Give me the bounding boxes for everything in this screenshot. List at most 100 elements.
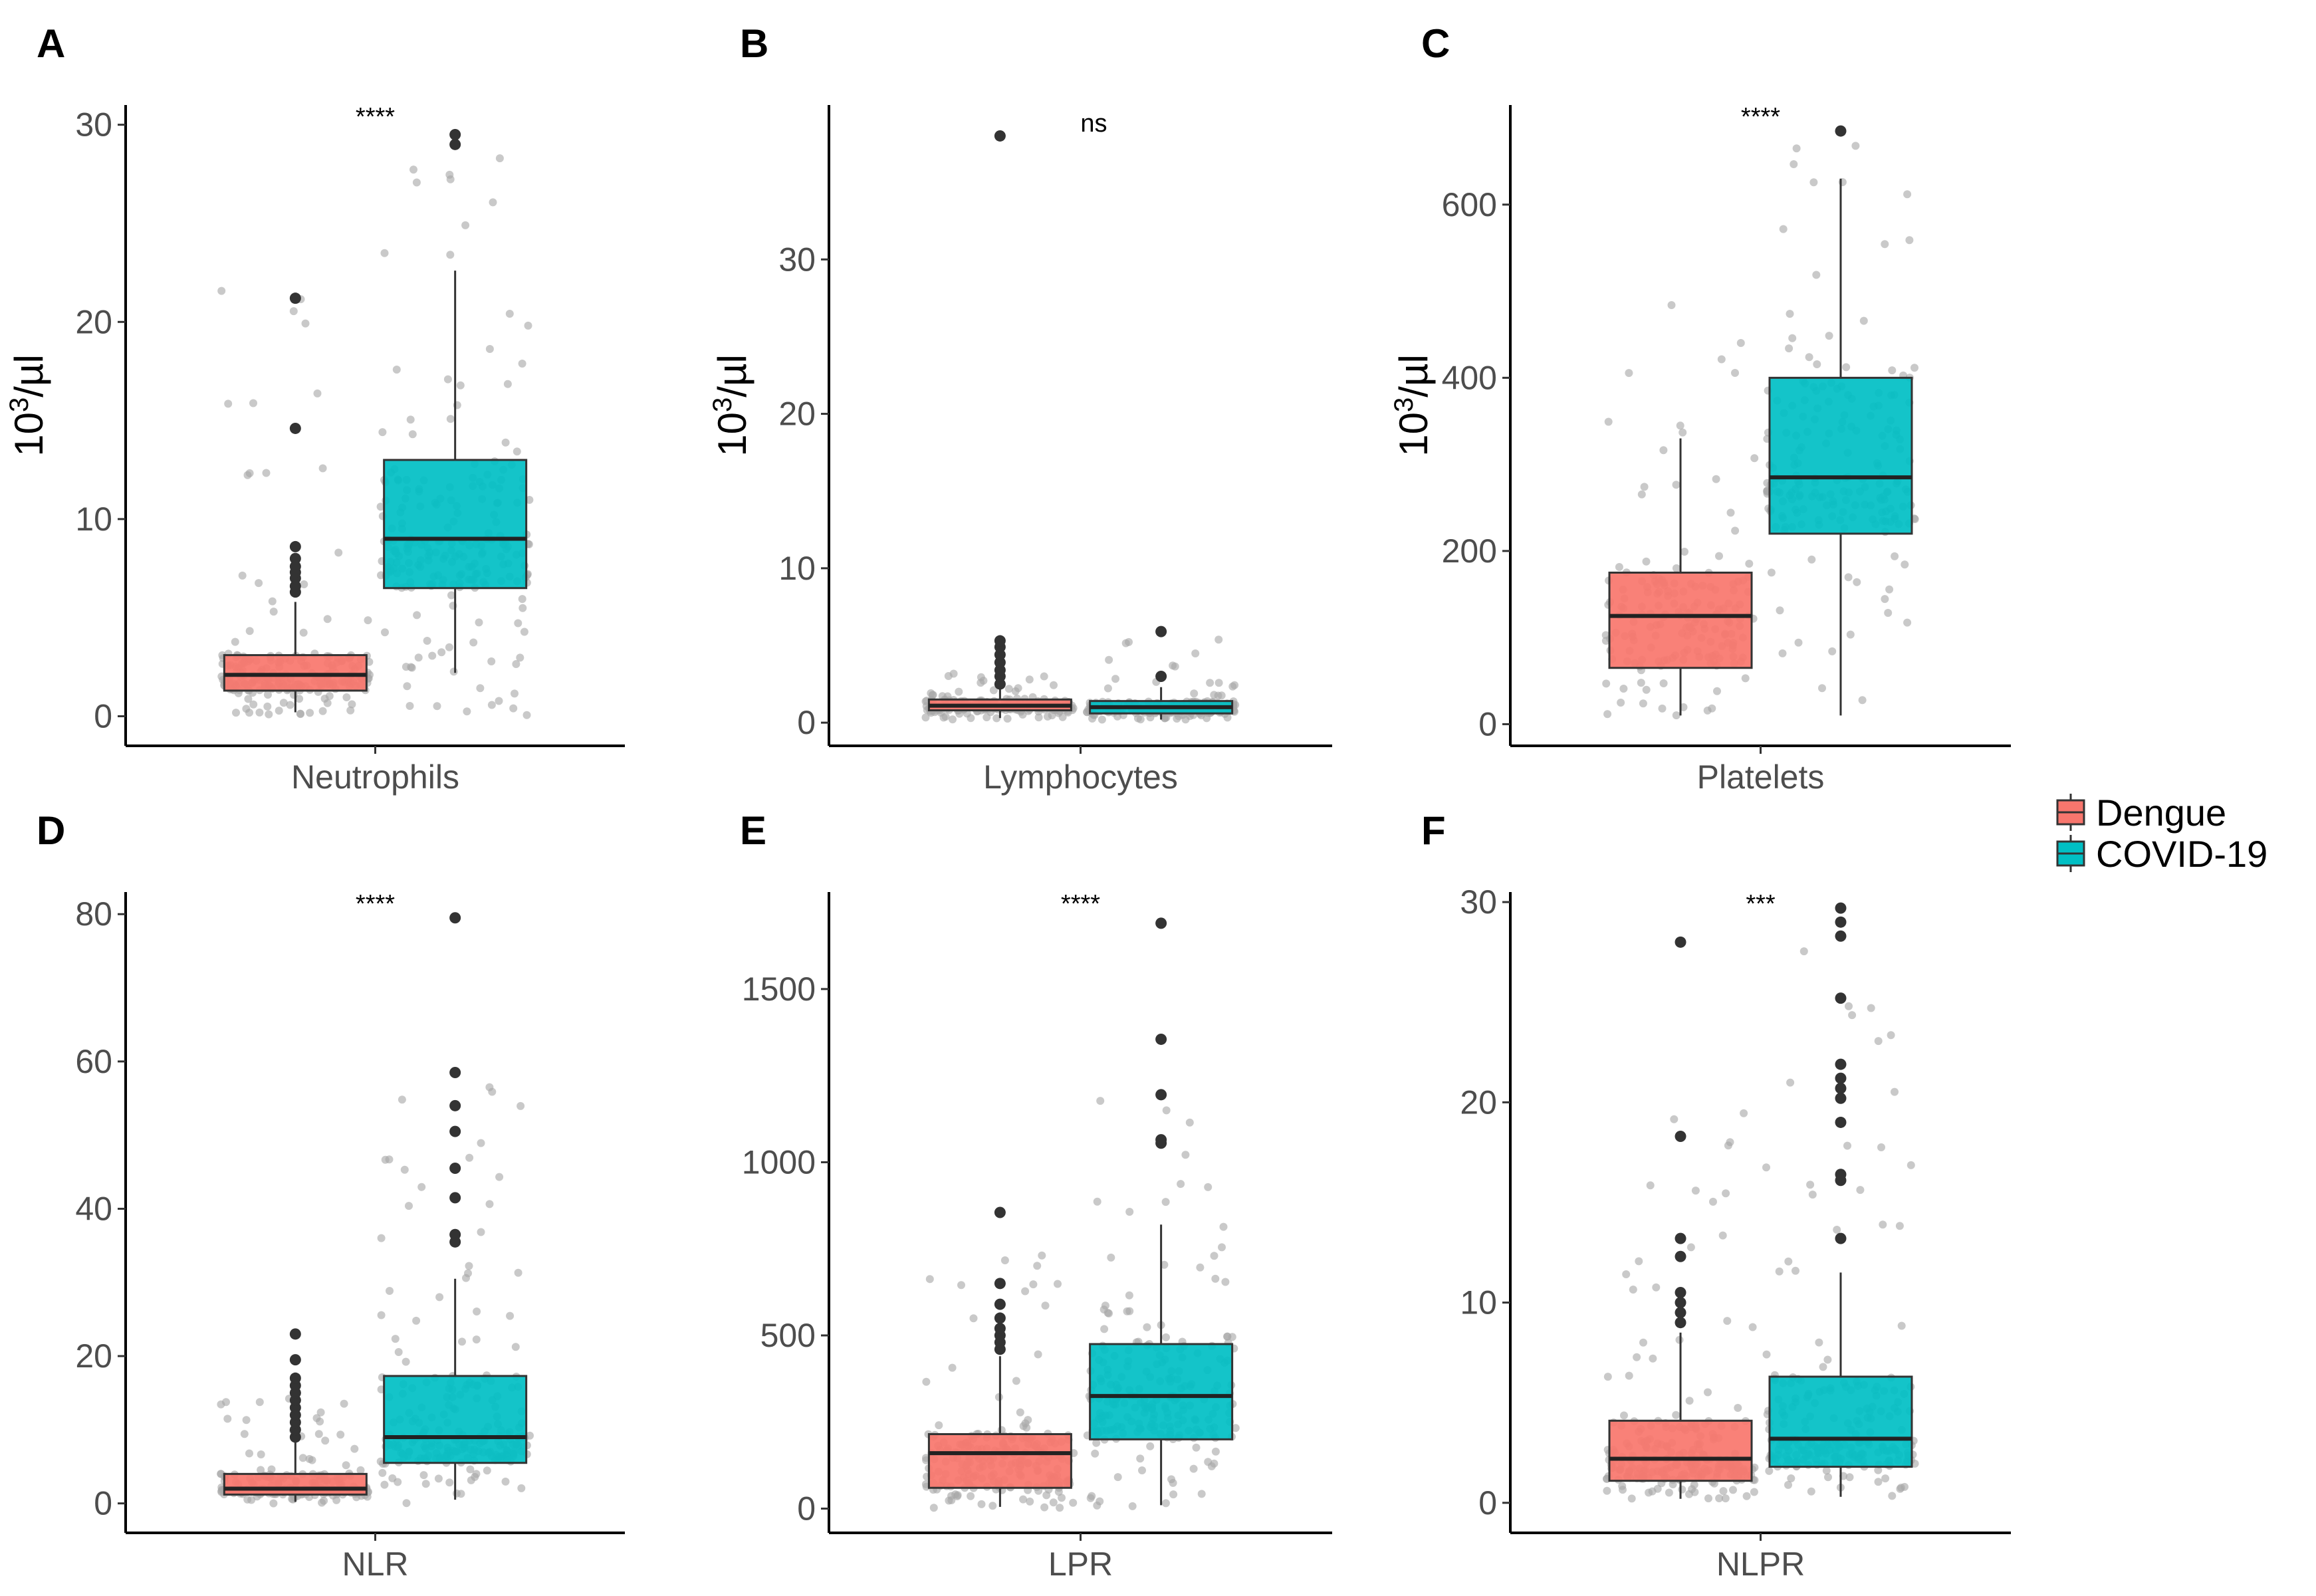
jitter-point (1676, 421, 1684, 430)
jitter-point (224, 399, 233, 408)
jitter-point (1113, 1473, 1122, 1482)
y-axis-title: 103/µl (5, 354, 51, 457)
outlier-point (1835, 992, 1847, 1004)
jitter-point (394, 1348, 403, 1356)
jitter-point (1741, 674, 1750, 683)
jitter-point (511, 1343, 520, 1351)
jitter-point (1678, 1485, 1686, 1494)
panel-f: F 0 10 20 30 NLPR *** (1421, 808, 2011, 1583)
jitter-point (257, 1450, 265, 1458)
jitter-point (1809, 178, 1818, 187)
jitter-point (1704, 1388, 1712, 1397)
jitter-point (1022, 1423, 1031, 1432)
jitter-point (501, 438, 510, 447)
box-covid (383, 912, 528, 1500)
jitter-point (471, 1472, 479, 1481)
box-iqr (1608, 571, 1753, 669)
jitter-point (1895, 1222, 1904, 1230)
jitter-point (1171, 662, 1179, 671)
outlier-point (1835, 1092, 1847, 1104)
y-tick-label: 1000 (742, 1143, 816, 1181)
jitter-point (1649, 1354, 1657, 1363)
jitter-point (1881, 1474, 1890, 1483)
jitter-point (1792, 144, 1801, 153)
jitter-point (421, 1480, 430, 1488)
jitter-point (1093, 1197, 1101, 1206)
jitter-point (518, 595, 526, 604)
jitter-point (336, 1430, 345, 1439)
jitter-point (1215, 635, 1223, 644)
jitter-point (217, 1400, 225, 1409)
outlier-point (1835, 1058, 1847, 1070)
y-axis-title: 103/µl (708, 354, 754, 457)
jitter-point (483, 1466, 491, 1475)
jitter-point (405, 702, 414, 710)
jitter-point (1848, 1011, 1857, 1020)
jitter-point (435, 1293, 444, 1302)
jitter-point (1742, 1492, 1751, 1500)
jitter-point (249, 399, 257, 407)
jitter-point (408, 430, 417, 439)
jitter-point (262, 469, 271, 477)
jitter-point (957, 1281, 965, 1290)
jitter-point (1888, 366, 1897, 375)
jitter-point (1639, 699, 1647, 708)
significance-label: ns (1080, 110, 1107, 138)
box-iqr (927, 1432, 1072, 1489)
jitter-point (1603, 1486, 1611, 1495)
y-tick-label: 10 (1460, 1284, 1497, 1321)
jitter-point (1054, 1280, 1062, 1288)
jitter-point (517, 1101, 525, 1110)
y-tick-label: 20 (75, 1337, 112, 1375)
jitter-point (1658, 704, 1667, 713)
jitter-point (1203, 714, 1211, 723)
jitter-point (1601, 637, 1610, 645)
jitter-point (1169, 1478, 1177, 1487)
jitter-point (506, 1311, 515, 1320)
jitter-point (475, 618, 483, 627)
jitter-point (1794, 638, 1803, 647)
jitter-point (1704, 1494, 1712, 1503)
box-covid (1089, 917, 1234, 1506)
jitter-point (1807, 555, 1816, 564)
jitter-point (1750, 454, 1759, 463)
jitter-point (465, 1153, 474, 1162)
jitter-point (1637, 679, 1645, 687)
jitter-point (449, 667, 458, 676)
jitter-point (1633, 1353, 1641, 1361)
outlier-point (1675, 1250, 1686, 1262)
jitter-point (1842, 363, 1851, 372)
jitter-point (267, 1465, 276, 1474)
outlier-point (449, 912, 461, 924)
jitter-point (1050, 681, 1058, 689)
jitter-point (1731, 369, 1739, 377)
jitter-point (1054, 1488, 1063, 1496)
jitter-point (505, 310, 514, 318)
jitter-point (1903, 190, 1912, 199)
jitter-point (1196, 1263, 1205, 1272)
jitter-point (1181, 715, 1190, 724)
x-category-label: Lymphocytes (983, 758, 1178, 796)
box-dengue (1608, 936, 1753, 1499)
jitter-point (244, 695, 253, 703)
jitter-point (524, 321, 532, 330)
jitter-point (1190, 689, 1199, 698)
jitter-point (428, 651, 437, 660)
jitter-point (1056, 1504, 1064, 1512)
outlier-point (1155, 670, 1167, 682)
legend-label: COVID-19 (2096, 833, 2267, 875)
outlier-point (289, 540, 301, 552)
jitter-point (1805, 353, 1813, 362)
jitter-point (342, 693, 351, 701)
jitter-point (1675, 1335, 1684, 1344)
outlier-point (994, 1312, 1006, 1324)
y-tick-label: 20 (1460, 1083, 1497, 1121)
jitter-point (476, 684, 485, 693)
panel-letter: A (37, 21, 65, 66)
jitter-point (1161, 1198, 1170, 1206)
outlier-point (1155, 1089, 1167, 1101)
jitter-point (1100, 1325, 1109, 1333)
outlier-point (449, 128, 461, 140)
jitter-point (466, 1465, 475, 1474)
